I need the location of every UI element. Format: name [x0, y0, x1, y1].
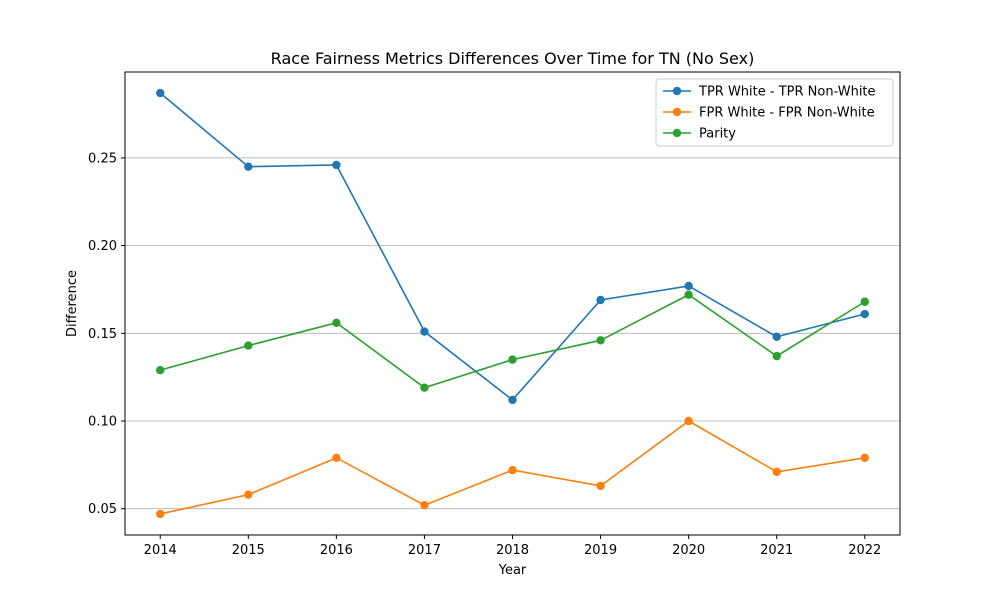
y-tick-label: 0.20 [88, 239, 117, 254]
legend: TPR White - TPR Non-White FPR White - FPR… [655, 78, 894, 147]
data-point [244, 490, 253, 499]
chart-title: Race Fairness Metrics Differences Over T… [271, 49, 755, 68]
data-point [244, 341, 253, 350]
data-point [332, 318, 341, 327]
series-2 [156, 416, 869, 519]
data-point [772, 467, 781, 477]
x-tick-label: 2017 [408, 543, 441, 558]
x-tick-label: 2022 [848, 543, 881, 558]
data-point [508, 465, 517, 475]
x-tick-label: 2014 [144, 543, 177, 558]
legend-box [655, 78, 894, 147]
data-point [420, 500, 429, 510]
legend-marker [672, 128, 682, 138]
y-tick-label: 0.05 [88, 502, 117, 517]
y-axis: 0.05 0.10 0.15 0.20 0.25 [88, 151, 125, 517]
x-tick-label: 2018 [496, 543, 529, 558]
data-point [420, 383, 429, 392]
data-point [244, 162, 253, 171]
data-point [772, 351, 781, 361]
data-point [508, 395, 517, 405]
y-tick-label: 0.10 [88, 415, 117, 430]
x-tick-label: 2020 [672, 543, 705, 558]
x-axis-label: Year [498, 563, 527, 578]
data-point [156, 88, 165, 98]
series-3 [156, 290, 869, 392]
data-point [508, 355, 517, 364]
data-point [332, 453, 341, 463]
x-tick-label: 2021 [760, 543, 793, 558]
y-tick-label: 0.15 [88, 327, 117, 342]
legend-marker [672, 86, 682, 96]
series-layer [156, 88, 869, 519]
data-point [156, 365, 165, 375]
data-point [156, 509, 165, 519]
y-axis-label: Difference [65, 270, 80, 337]
data-point [684, 290, 693, 299]
x-tick-label: 2019 [584, 543, 617, 558]
legend-label: TPR White - TPR Non-White [698, 85, 876, 100]
x-tick-label: 2015 [232, 543, 265, 558]
series-1 [156, 88, 869, 405]
legend-label: Parity [699, 127, 736, 142]
data-point [860, 453, 869, 463]
data-point [596, 295, 605, 305]
data-point [596, 481, 605, 491]
legend-label: FPR White - FPR Non-White [699, 106, 875, 121]
legend-marker [672, 107, 682, 117]
data-point [332, 160, 341, 170]
data-point [420, 327, 429, 336]
data-point [860, 309, 869, 319]
data-point [772, 332, 781, 342]
x-tick-label: 2016 [320, 543, 353, 558]
data-point [596, 336, 605, 345]
data-point [860, 297, 869, 306]
data-point [684, 281, 693, 291]
data-point [684, 416, 693, 426]
x-axis: 2014 2015 2016 2017 2018 2019 2020 2021 2022 [144, 535, 881, 558]
y-tick-label: 0.25 [88, 151, 117, 166]
